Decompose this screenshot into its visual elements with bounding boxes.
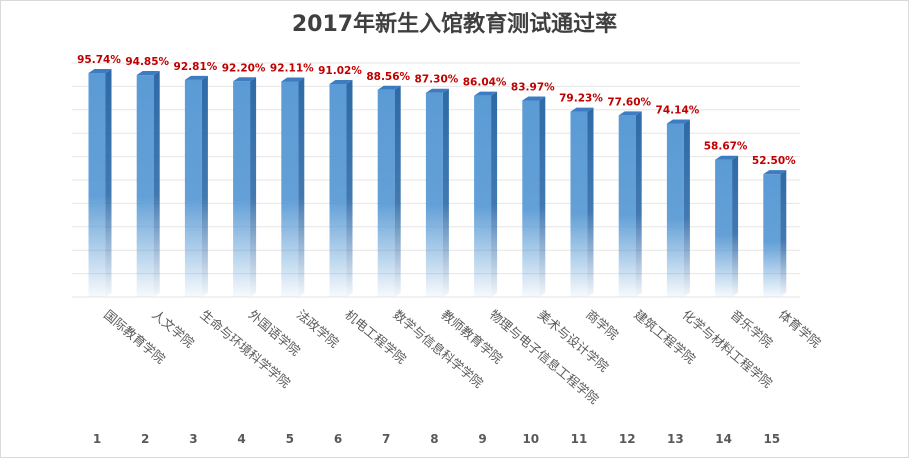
value-label: 94.85% — [125, 56, 169, 68]
value-label: 92.81% — [174, 61, 218, 73]
rank-label: 6 — [334, 432, 342, 446]
rank-label: 12 — [619, 432, 636, 446]
value-label: 58.67% — [704, 141, 748, 153]
rank-label: 14 — [715, 432, 732, 446]
bar — [666, 119, 690, 298]
rank-label: 10 — [522, 432, 539, 446]
category-label: 商学院 — [583, 307, 622, 343]
category-label: 数学与信息科学学院 — [390, 307, 486, 391]
bar — [570, 107, 594, 297]
bar — [233, 77, 257, 297]
bar — [618, 111, 642, 297]
bar — [522, 96, 546, 298]
chart-title: 2017年新生入馆教育测试通过率 — [291, 12, 618, 37]
bar — [474, 91, 498, 297]
value-label: 52.50% — [752, 155, 796, 167]
category-label: 化学与材料工程学院 — [679, 307, 775, 391]
value-label: 95.74% — [77, 54, 121, 66]
rank-label: 1 — [93, 432, 101, 446]
rank-label: 11 — [571, 432, 588, 446]
value-labels: 95.74% 94.85% 92.81% 92.20% 92.11% 91.02% 88.5… — [77, 54, 796, 167]
rank-label: 8 — [430, 432, 438, 446]
value-label: 92.11% — [270, 62, 314, 74]
rank-label: 5 — [286, 432, 294, 446]
value-label: 74.14% — [656, 105, 700, 117]
value-label: 87.30% — [415, 74, 459, 86]
category-label: 生命与环境科学学院 — [197, 307, 293, 391]
rank-label: 2 — [141, 432, 149, 446]
value-label: 77.60% — [607, 96, 651, 108]
rank-label: 9 — [478, 432, 486, 446]
value-label: 86.04% — [463, 77, 507, 89]
bar — [88, 68, 112, 297]
bar — [715, 155, 739, 297]
value-label: 88.56% — [366, 71, 410, 83]
bar — [184, 75, 208, 297]
rank-label: 15 — [763, 432, 780, 446]
bar — [281, 77, 305, 297]
bar — [136, 71, 160, 298]
category-label: 体育学院 — [776, 307, 824, 351]
bar — [425, 88, 449, 297]
rank-label: 4 — [237, 432, 245, 446]
value-label: 83.97% — [511, 82, 555, 94]
rank-label: 7 — [382, 432, 390, 446]
rank-labels: 1 2 3 4 5 6 7 8 9 10 11 12 13 14 15 — [93, 432, 780, 446]
value-label: 92.20% — [222, 62, 266, 74]
value-label: 91.02% — [318, 65, 362, 77]
bar — [763, 170, 787, 297]
value-label: 79.23% — [559, 93, 603, 105]
rank-label: 3 — [189, 432, 197, 446]
bars — [88, 68, 787, 298]
bar — [329, 80, 353, 297]
bar — [377, 85, 401, 298]
rank-label: 13 — [667, 432, 684, 446]
